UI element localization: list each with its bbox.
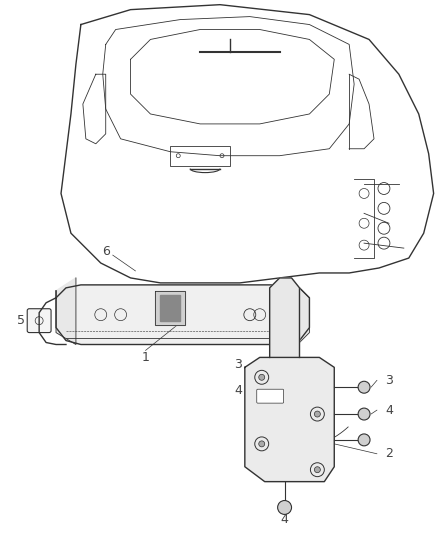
FancyBboxPatch shape (257, 389, 283, 403)
Text: 3: 3 (385, 374, 393, 387)
Polygon shape (56, 278, 76, 344)
Circle shape (278, 500, 292, 514)
Text: 4: 4 (385, 403, 393, 417)
Text: 2: 2 (385, 447, 393, 461)
FancyBboxPatch shape (27, 309, 51, 333)
Text: 1: 1 (141, 351, 149, 364)
Circle shape (259, 441, 265, 447)
Text: 5: 5 (17, 314, 25, 327)
Polygon shape (155, 291, 185, 325)
Text: 4: 4 (281, 513, 289, 526)
Circle shape (314, 411, 320, 417)
Circle shape (358, 434, 370, 446)
Polygon shape (270, 278, 300, 358)
Text: 4: 4 (234, 384, 242, 397)
Circle shape (358, 408, 370, 420)
Text: 6: 6 (102, 245, 110, 257)
Circle shape (358, 381, 370, 393)
Circle shape (259, 374, 265, 380)
Circle shape (314, 467, 320, 473)
Polygon shape (245, 358, 334, 482)
Polygon shape (285, 285, 309, 344)
Polygon shape (160, 295, 180, 321)
Polygon shape (56, 285, 309, 344)
Text: 3: 3 (234, 358, 242, 371)
